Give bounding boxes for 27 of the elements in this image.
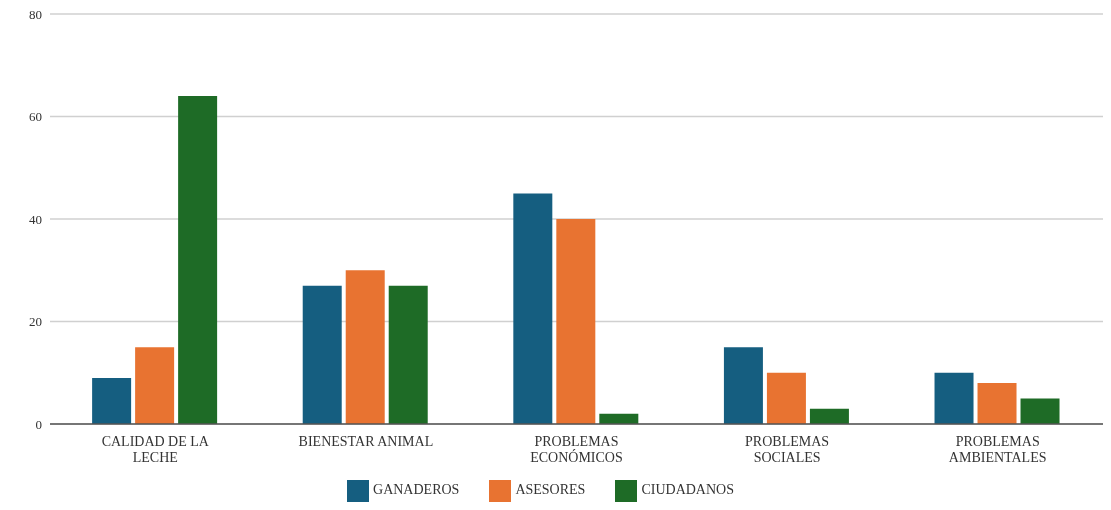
- bar: [135, 347, 175, 424]
- bar: [977, 383, 1017, 424]
- y-tick-label: 20: [29, 314, 42, 330]
- y-tick-label: 40: [29, 211, 42, 227]
- bar: [1020, 398, 1060, 424]
- bar: [345, 270, 385, 424]
- bar: [766, 372, 806, 424]
- legend-label: ASESORES: [515, 482, 586, 498]
- x-tick-label: PROBLEMAS SOCIALES: [745, 434, 830, 465]
- y-tick-label: 60: [29, 109, 42, 125]
- x-tick-label: BIENESTAR ANIMAL: [298, 434, 434, 449]
- x-tick-label: CALIDAD DE LA LECHE: [101, 434, 210, 465]
- x-tick-label: PROBLEMAS ECONÓMICOS: [530, 434, 623, 465]
- bar: [934, 372, 974, 424]
- bar: [723, 347, 763, 424]
- x-tick-label: PROBLEMAS AMBIENTALES: [948, 434, 1047, 465]
- y-tick-label: 0: [35, 416, 42, 432]
- bar: [388, 285, 428, 424]
- bar: [302, 285, 342, 424]
- bar: [92, 377, 132, 424]
- bar: [556, 219, 596, 424]
- y-tick-label: 80: [29, 6, 42, 22]
- bar: [809, 408, 849, 424]
- bar: [513, 193, 553, 424]
- legend-label: GANADEROS: [373, 482, 460, 498]
- legend-label: CIUDADANOS: [641, 482, 734, 498]
- bar: [178, 96, 218, 424]
